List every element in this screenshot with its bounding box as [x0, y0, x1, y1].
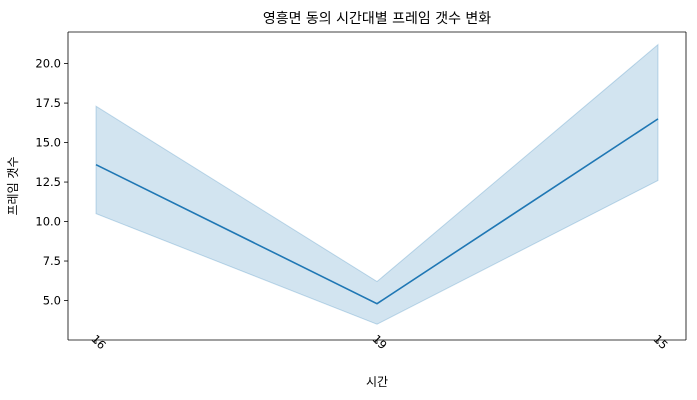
y-tick-label: 20.0 — [35, 57, 61, 71]
plot-area: 5.0 7.5 10.0 12.5 15.0 17.5 20.0 16 19 15 — [35, 31, 687, 352]
y-tick-label: 15.0 — [35, 136, 61, 150]
y-tick-label: 12.5 — [35, 175, 61, 189]
chart-title: 영흥면 동의 시간대별 프레임 갯수 변화 — [263, 11, 491, 27]
x-tick-label: 19 — [370, 332, 390, 352]
y-tick-label: 5.0 — [43, 294, 61, 308]
y-tick-label: 10.0 — [35, 215, 61, 229]
y-tick-label: 17.5 — [35, 96, 61, 110]
y-tick-label: 7.5 — [43, 254, 61, 268]
x-tick-label: 15 — [651, 332, 671, 352]
confidence-band — [95, 43, 659, 325]
x-axis-label: 시간 — [366, 375, 388, 389]
y-axis-label: 프레임 갯수 — [6, 156, 20, 215]
x-tick-label: 16 — [89, 332, 109, 352]
series-line — [95, 118, 659, 305]
